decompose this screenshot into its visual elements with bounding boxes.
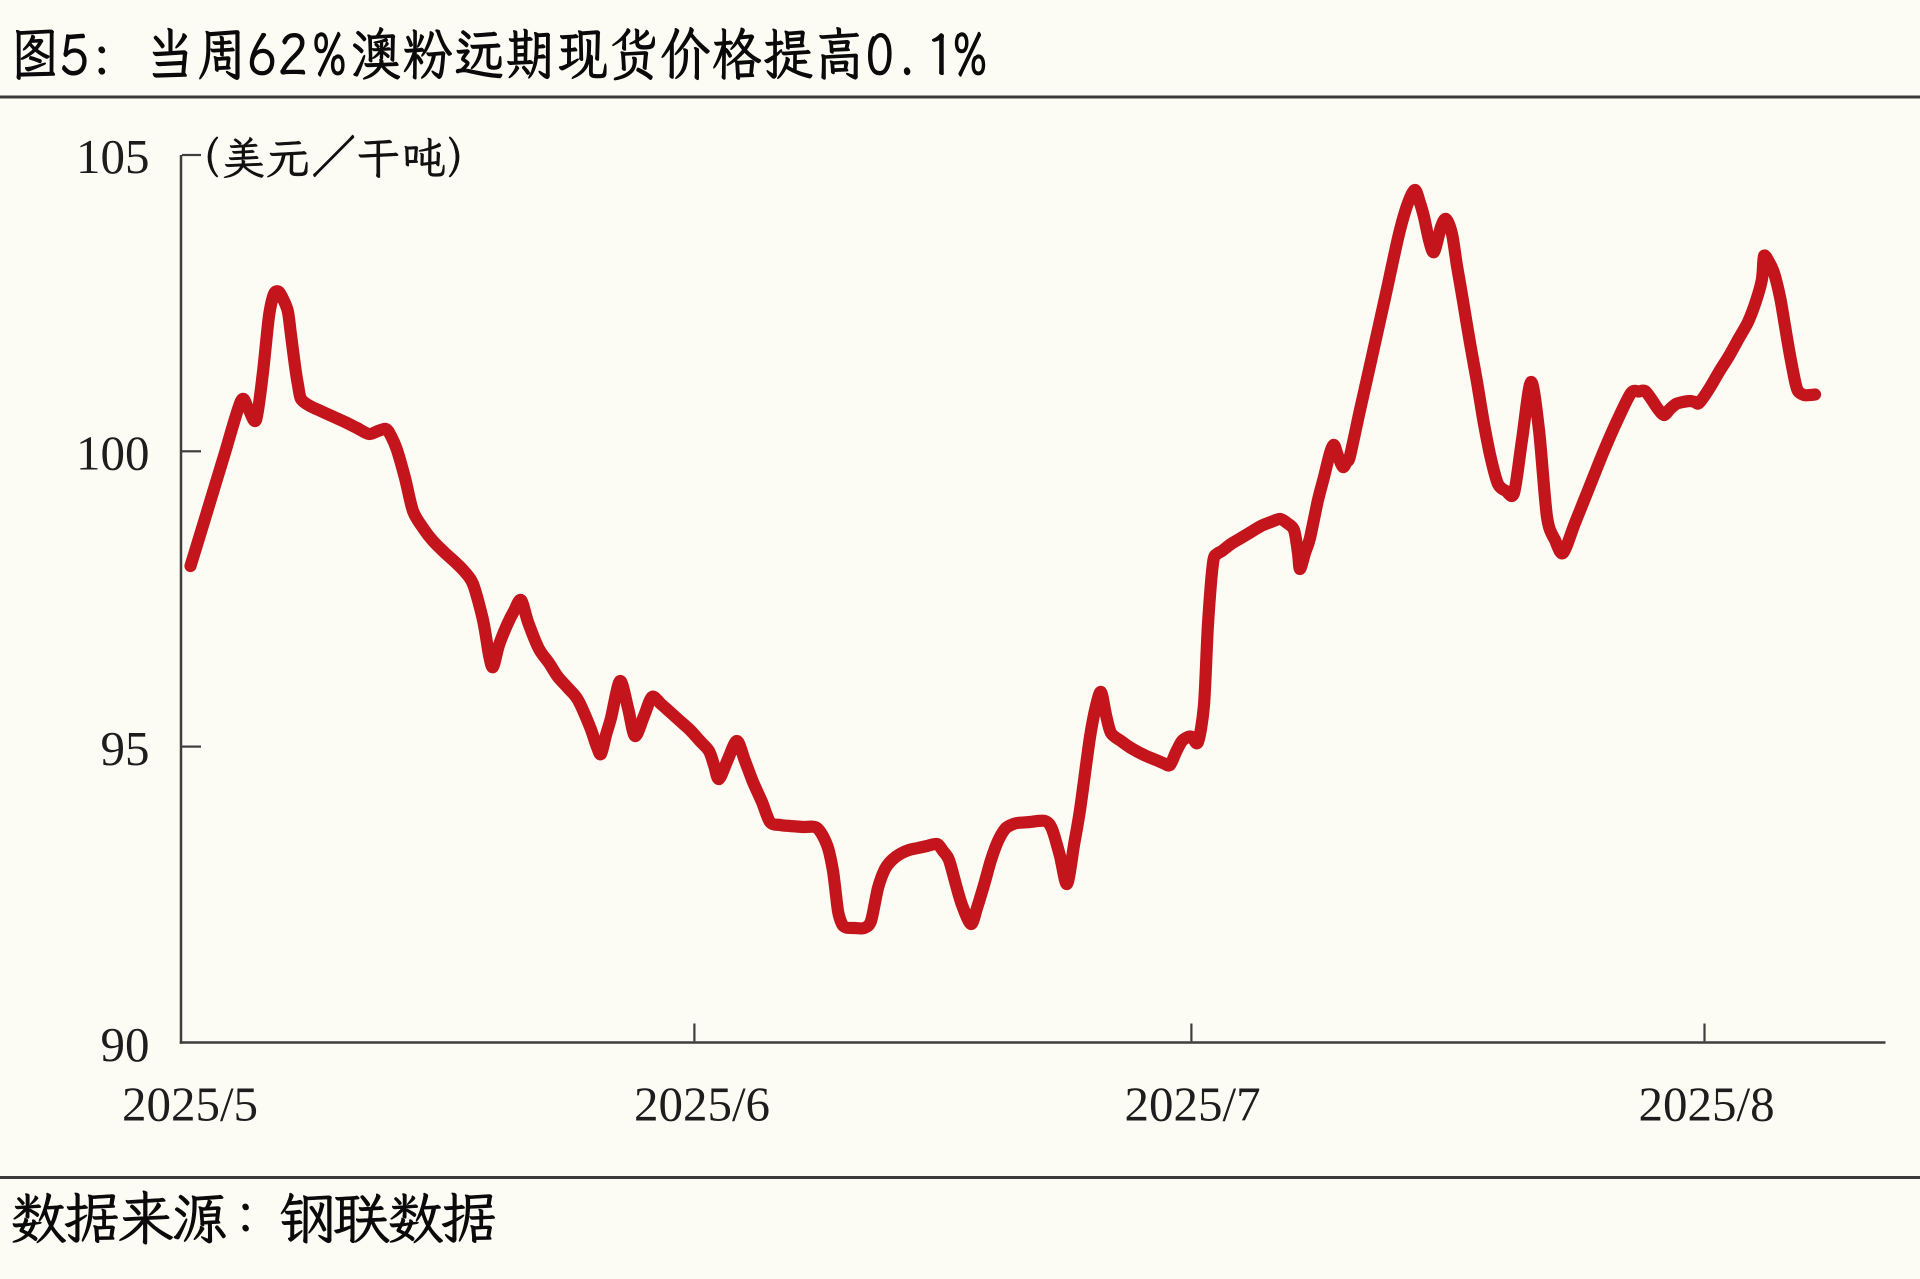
svg-text:2025/5: 2025/5 (122, 1076, 258, 1131)
svg-text:90: 90 (101, 1017, 150, 1072)
svg-text:2025/6: 2025/6 (634, 1076, 770, 1131)
svg-text:2025/7: 2025/7 (1125, 1076, 1261, 1131)
svg-text:2025/8: 2025/8 (1639, 1076, 1775, 1131)
svg-text:105: 105 (76, 129, 150, 184)
svg-text:95: 95 (101, 721, 150, 776)
svg-text:100: 100 (76, 425, 150, 480)
